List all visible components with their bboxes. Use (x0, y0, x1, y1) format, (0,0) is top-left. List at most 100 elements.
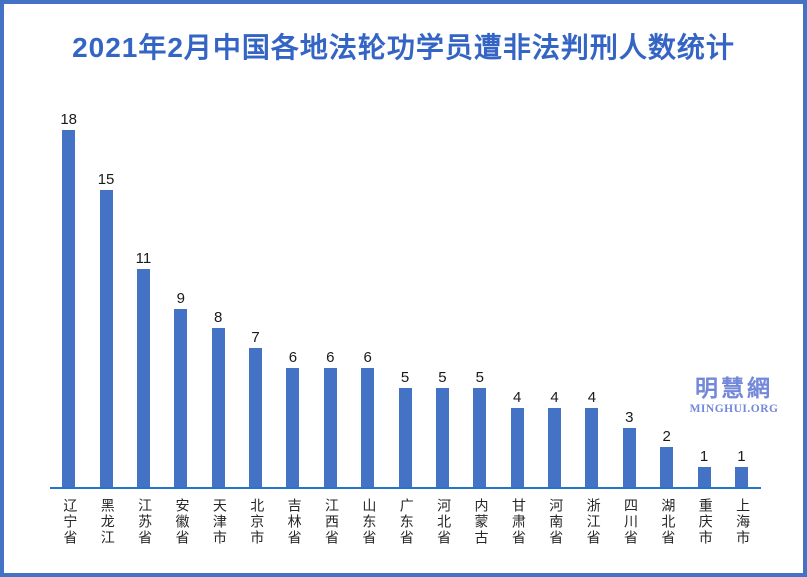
bar-value-label: 9 (176, 289, 185, 307)
bar-value-label: 8 (214, 309, 223, 327)
category-label: 吉林省 (285, 498, 301, 546)
category-label: 河南省 (547, 498, 563, 546)
bar (435, 387, 449, 487)
bar-column: 18 (50, 112, 87, 487)
category-cell: 浙江省 (573, 498, 610, 546)
category-cell: 甘肃省 (499, 498, 536, 546)
bar-column: 5 (424, 370, 461, 487)
bar-value-label: 4 (587, 388, 597, 406)
minghui-logo-cjk-text: 明慧網 (695, 375, 773, 401)
bar (548, 407, 562, 487)
category-cell: 内蒙古 (461, 498, 498, 546)
category-label: 广东省 (397, 498, 413, 546)
category-label: 安徽省 (173, 498, 189, 546)
bar (660, 447, 674, 487)
category-cell: 河北省 (424, 498, 461, 546)
category-label: 辽宁省 (61, 498, 77, 546)
category-label: 江苏省 (136, 498, 152, 546)
bar (174, 308, 188, 487)
category-label: 江西省 (323, 498, 338, 546)
category-label: 重庆市 (696, 498, 712, 546)
bar-value-label: 6 (288, 349, 298, 366)
bar-column: 6 (274, 350, 311, 487)
bar-value-label: 15 (97, 170, 115, 188)
minghui-logo-url-text: MINGHUI.ORG (689, 403, 779, 416)
bar (473, 387, 487, 487)
bar-column: 7 (237, 330, 274, 487)
category-cell: 上海市 (723, 498, 760, 546)
bar-column: 9 (162, 289, 199, 487)
category-label: 浙江省 (584, 498, 600, 546)
bar-column: 6 (349, 350, 386, 487)
category-cell: 辽宁省 (50, 498, 87, 546)
bar-column: 11 (125, 251, 162, 487)
bar-value-label: 1 (737, 448, 746, 466)
plot-area: 18 15 11 9 8 7 6 6 6 5 5 5 4 4 4 3 2 1 1 (50, 4, 760, 487)
category-cell: 江苏省 (125, 498, 162, 546)
category-cell: 重庆市 (685, 498, 722, 546)
bar-column: 1 (685, 449, 722, 487)
bar-value-label: 5 (438, 368, 447, 386)
bar-column: 6 (312, 350, 349, 487)
bar (99, 189, 113, 487)
bar-value-label: 6 (363, 349, 372, 366)
bar-value-label: 2 (662, 428, 671, 446)
bar (323, 368, 337, 487)
category-label: 黑龙江 (98, 498, 114, 546)
category-label: 北京市 (248, 498, 264, 546)
category-labels-row: 辽宁省 黑龙江 江苏省 安徽省 天津市 北京市 吉林省 江西省 山东省 广东省 河北省 内蒙古 甘肃省 河… (50, 498, 760, 546)
category-cell: 吉林省 (274, 498, 311, 546)
bar (398, 387, 412, 487)
category-label: 上海市 (734, 498, 750, 546)
category-label: 四川省 (622, 498, 637, 546)
bar (585, 407, 599, 487)
bar (249, 348, 263, 487)
bar-value-label: 18 (60, 111, 78, 128)
category-label: 甘肃省 (509, 498, 525, 546)
bar-value-label: 11 (135, 249, 152, 267)
category-label: 天津市 (210, 498, 226, 546)
category-cell: 山东省 (349, 498, 386, 546)
bar-column: 2 (648, 429, 685, 487)
bar-column: 4 (573, 390, 610, 487)
bar-value-label: 7 (251, 329, 260, 347)
bar (62, 130, 76, 487)
category-label: 山东省 (360, 498, 376, 546)
category-cell: 安徽省 (162, 498, 199, 546)
bar (697, 467, 711, 487)
bar (622, 427, 636, 487)
bar (361, 368, 375, 487)
chart-title: 2021年2月中国各地法轮功学员遭非法判刑人数统计 (72, 32, 735, 63)
bar-column: 15 (87, 170, 124, 487)
category-cell: 天津市 (200, 498, 237, 546)
category-cell: 广东省 (386, 498, 423, 546)
bar-value-label: 6 (326, 349, 335, 366)
bar-value-label: 1 (699, 448, 709, 466)
bar-column: 8 (200, 310, 237, 487)
bar-value-label: 5 (475, 368, 484, 386)
bar (286, 368, 300, 487)
category-cell: 湖北省 (648, 498, 685, 546)
bar (734, 467, 748, 487)
bar-column: 5 (386, 370, 423, 487)
bar-column: 3 (611, 408, 648, 487)
category-label: 内蒙古 (472, 498, 488, 546)
category-cell: 黑龙江 (87, 498, 124, 546)
minghui-watermark-logo: 明慧網 MINGHUI.ORG (676, 375, 792, 416)
bar-value-label: 4 (513, 388, 522, 406)
bar-column: 1 (723, 449, 760, 487)
category-cell: 江西省 (312, 498, 349, 546)
category-cell: 河南省 (536, 498, 573, 546)
category-label: 湖北省 (659, 498, 675, 546)
bar-column: 4 (536, 390, 573, 487)
bar-column: 4 (499, 390, 536, 487)
category-cell: 四川省 (611, 498, 648, 546)
bar (136, 268, 150, 487)
bar (510, 407, 524, 487)
category-cell: 北京市 (237, 498, 274, 546)
bar (211, 328, 225, 487)
bar-value-label: 3 (625, 408, 634, 426)
bar-column: 5 (461, 370, 498, 487)
bar-value-label: 5 (400, 368, 410, 386)
